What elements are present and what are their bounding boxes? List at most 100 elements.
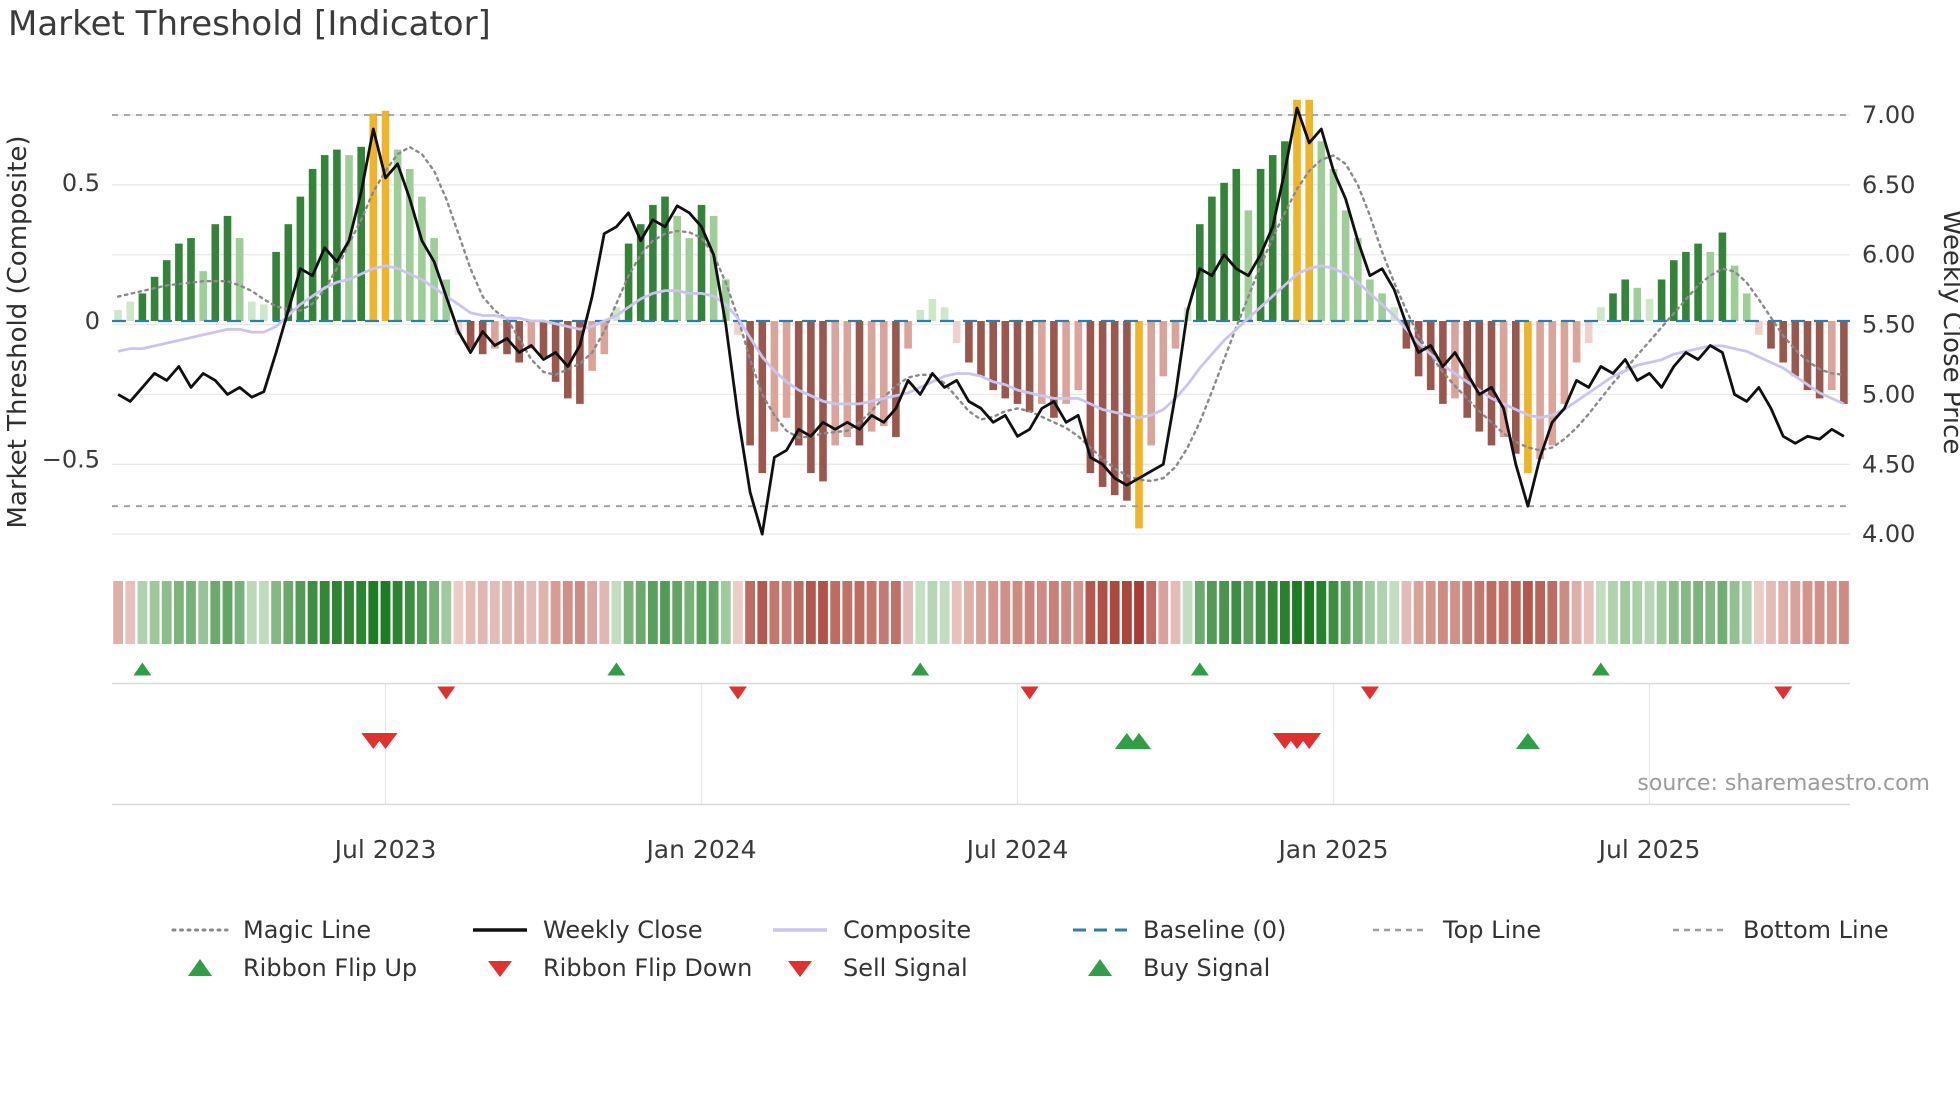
ribbon-flip-up-marker <box>133 662 152 676</box>
composite-bar <box>1062 321 1070 404</box>
bottom-line-swatch <box>1673 928 1727 932</box>
composite-bar <box>989 321 997 391</box>
composite-bar <box>1803 321 1812 391</box>
x-axis-month-label: Jul 2025 <box>1597 835 1701 864</box>
ribbon-cell <box>1061 581 1071 644</box>
composite-bar <box>867 321 876 432</box>
ribbon-cell <box>891 581 901 644</box>
composite-bar <box>697 204 706 321</box>
ribbon-cell <box>733 581 743 644</box>
legend-row-signals: Ribbon Flip Up Ribbon Flip Down Sell Signa… <box>170 954 1960 982</box>
right-axis-tick: 6.50 <box>1862 171 1915 199</box>
ribbon-cell <box>307 581 318 644</box>
ribbon-cell <box>1547 581 1558 644</box>
ribbon-cell <box>1766 581 1776 644</box>
composite-bar <box>515 321 523 363</box>
ribbon-cell <box>1377 581 1387 644</box>
ribbon-cell <box>1328 581 1339 644</box>
composite-bar <box>965 321 973 363</box>
legend-item-baseline-0: Baseline (0) <box>1070 916 1370 944</box>
ribbon-cell <box>1280 581 1290 644</box>
composite-bar <box>758 321 767 474</box>
composite-bar <box>1451 321 1459 399</box>
ribbon-cell <box>441 581 452 644</box>
composite-bar <box>1001 321 1010 399</box>
ribbon-cell <box>234 581 245 644</box>
ribbon-cell <box>368 581 379 644</box>
composite-bar <box>211 224 220 321</box>
right-axis-title: Weekly Close Price <box>1937 210 1960 455</box>
ribbon-cell <box>1596 581 1606 644</box>
composite-bar <box>150 276 159 321</box>
ribbon-cell <box>1352 581 1363 644</box>
indicator-chart: 0.5 0 −0.5 7.00 6.50 6.00 5.50 5.00 4.50 4.00 Jul… <box>3 99 1960 864</box>
composite-bar <box>1256 168 1265 321</box>
ribbon-cell <box>514 581 525 644</box>
composite-bar <box>1512 321 1520 454</box>
composite-bar <box>977 321 985 377</box>
page-title: Market Threshold [Indicator] <box>8 4 491 44</box>
composite-bar <box>1584 321 1593 344</box>
legend-label: Weekly Close <box>543 916 703 944</box>
sell-signal-marker <box>1297 733 1322 749</box>
left-axis-title: Market Threshold (Composite) <box>3 135 33 528</box>
ribbon-cell <box>878 581 889 644</box>
right-axis-tick: 5.50 <box>1862 311 1915 339</box>
composite-bar <box>782 321 791 418</box>
ribbon-cell <box>526 581 537 644</box>
ribbon-cell <box>344 581 354 644</box>
legend-item-weekly-close: Weekly Close <box>470 916 770 944</box>
composite-bar <box>1730 265 1739 321</box>
legend-label: Ribbon Flip Up <box>243 954 418 982</box>
ribbon-cell <box>1304 581 1315 644</box>
ribbon-cell <box>964 581 974 644</box>
composite-bar <box>1293 99 1301 321</box>
composite-bar <box>1013 321 1022 404</box>
composite-bar <box>1840 321 1848 404</box>
composite-bar <box>1208 196 1216 321</box>
ribbon-cell <box>611 581 622 644</box>
legend-item-composite: Composite <box>770 916 1070 944</box>
ribbon-cell <box>1425 581 1436 644</box>
composite-bar <box>393 149 402 321</box>
ribbon-cell <box>745 581 755 644</box>
ribbon-cell <box>222 581 233 644</box>
ribbon-cell <box>781 581 792 644</box>
composite-bar <box>1791 321 1800 377</box>
buy-signal-marker <box>1127 733 1151 749</box>
composite-bar <box>1110 321 1119 496</box>
x-axis-month-label: Jan 2025 <box>1276 835 1388 864</box>
composite-bar <box>126 301 135 321</box>
composite-bar <box>1050 321 1058 418</box>
ribbon-cell <box>125 581 136 644</box>
composite-bar <box>357 146 365 321</box>
composite-bar <box>1171 321 1180 349</box>
ribbon-cell <box>417 581 427 644</box>
ribbon-flip-down-marker <box>1360 686 1379 700</box>
composite-bar <box>916 309 925 321</box>
ribbon-cell <box>1656 581 1667 644</box>
chart-legend: Magic Line Weekly Close Composite Baseline … <box>170 916 1960 982</box>
composite-bar <box>1779 321 1787 363</box>
composite-bar <box>1074 321 1083 391</box>
ribbon-cell <box>1340 581 1351 644</box>
ribbon-cell <box>830 581 841 644</box>
ribbon-cell <box>1243 581 1254 644</box>
left-axis-tick: 0.5 <box>62 169 100 197</box>
ribbon-flip-up-swatch <box>188 959 212 976</box>
ribbon-cell <box>1292 581 1302 644</box>
composite-bar <box>1232 168 1241 321</box>
ribbon-flip-up-marker <box>1591 662 1610 676</box>
right-axis-tick: 6.00 <box>1862 241 1915 269</box>
composite-bar <box>381 110 390 322</box>
ribbon-cell <box>404 581 415 644</box>
ribbon-flip-down-marker <box>728 686 747 700</box>
composite-bar <box>138 293 147 321</box>
ribbon-cell <box>1401 581 1412 644</box>
ribbon-cell <box>1097 581 1108 644</box>
x-axis-labels: Jul 2023 Jan 2024 Jul 2024 Jan 2025 Jul 2025 <box>333 835 1701 864</box>
composite-bar <box>296 196 305 321</box>
composite-bar <box>855 321 864 446</box>
ribbon-cell <box>1608 581 1618 644</box>
ribbon-cell <box>319 581 330 644</box>
